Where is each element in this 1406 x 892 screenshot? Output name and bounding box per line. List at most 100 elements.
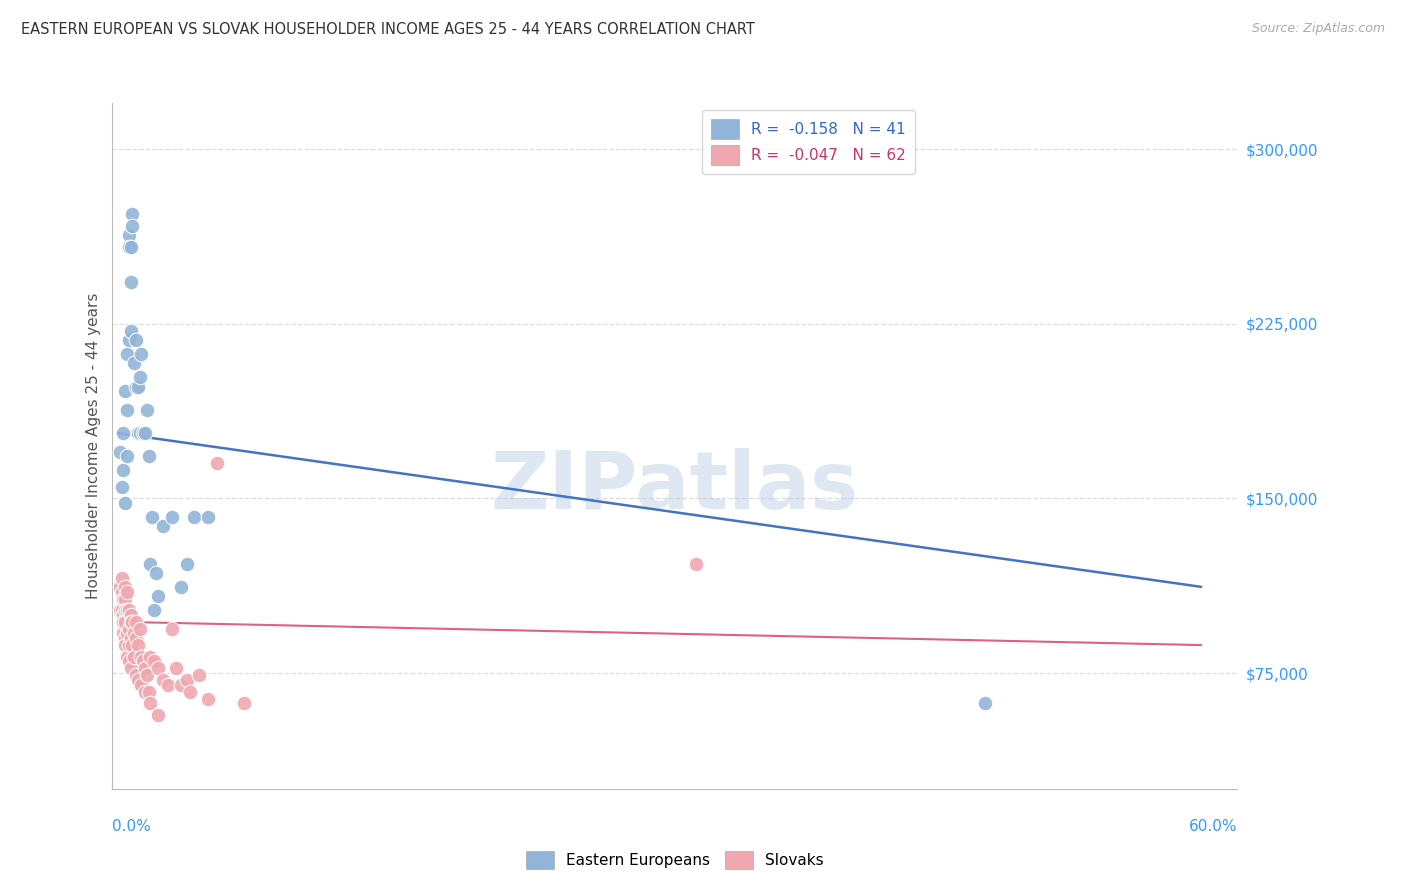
Point xyxy=(152,673,174,687)
Point xyxy=(115,450,138,464)
Text: 0.0%: 0.0% xyxy=(112,819,152,834)
Point xyxy=(170,678,193,692)
Legend: R =  -0.158   N = 41, R =  -0.047   N = 62: R = -0.158 N = 41, R = -0.047 N = 62 xyxy=(702,111,915,174)
Point xyxy=(132,426,155,441)
Point xyxy=(165,661,187,675)
Point xyxy=(160,622,183,636)
Text: ZIPatlas: ZIPatlas xyxy=(491,448,859,526)
Point xyxy=(145,566,167,580)
Point xyxy=(115,584,138,599)
Point xyxy=(125,631,148,645)
Point xyxy=(131,678,153,692)
Text: 60.0%: 60.0% xyxy=(1189,819,1237,834)
Point xyxy=(110,584,132,599)
Point xyxy=(108,603,131,617)
Point xyxy=(128,622,150,636)
Point xyxy=(176,557,198,571)
Point xyxy=(118,228,141,243)
Point xyxy=(685,557,707,571)
Point xyxy=(131,649,153,664)
Point xyxy=(115,347,138,361)
Point xyxy=(132,654,155,668)
Point xyxy=(157,678,180,692)
Point xyxy=(118,603,141,617)
Point xyxy=(146,707,169,722)
Point xyxy=(118,240,141,254)
Point xyxy=(110,570,132,584)
Point xyxy=(114,638,136,652)
Point xyxy=(135,668,157,682)
Point xyxy=(112,463,135,477)
Point xyxy=(112,426,135,441)
Point xyxy=(120,240,142,254)
Point xyxy=(139,649,162,664)
Point xyxy=(122,356,145,370)
Point xyxy=(120,615,142,629)
Point xyxy=(128,370,150,384)
Point xyxy=(179,684,201,698)
Point xyxy=(121,219,143,233)
Point xyxy=(120,631,142,645)
Point xyxy=(127,673,149,687)
Point xyxy=(114,580,136,594)
Point xyxy=(115,626,138,640)
Point xyxy=(114,496,136,510)
Point xyxy=(112,607,135,622)
Point xyxy=(139,696,162,710)
Text: Source: ZipAtlas.com: Source: ZipAtlas.com xyxy=(1251,22,1385,36)
Point xyxy=(112,615,135,629)
Point xyxy=(134,661,156,675)
Point xyxy=(183,510,205,524)
Point xyxy=(121,207,143,221)
Point xyxy=(115,603,138,617)
Point xyxy=(120,275,142,289)
Point xyxy=(120,607,142,622)
Point xyxy=(122,626,145,640)
Point xyxy=(114,631,136,645)
Point xyxy=(131,347,153,361)
Point xyxy=(118,654,141,668)
Point xyxy=(135,403,157,417)
Point xyxy=(114,591,136,606)
Point xyxy=(973,696,995,710)
Point xyxy=(197,510,219,524)
Point xyxy=(115,649,138,664)
Text: EASTERN EUROPEAN VS SLOVAK HOUSEHOLDER INCOME AGES 25 - 44 YEARS CORRELATION CHA: EASTERN EUROPEAN VS SLOVAK HOUSEHOLDER I… xyxy=(21,22,755,37)
Point xyxy=(108,445,131,459)
Point xyxy=(188,668,211,682)
Point xyxy=(118,638,141,652)
Point xyxy=(118,333,141,347)
Point xyxy=(146,589,169,603)
Point xyxy=(134,426,156,441)
Point xyxy=(115,403,138,417)
Point xyxy=(112,626,135,640)
Point xyxy=(139,557,162,571)
Point xyxy=(205,457,228,471)
Point xyxy=(118,622,141,636)
Point xyxy=(233,696,256,710)
Point xyxy=(120,324,142,338)
Point xyxy=(114,384,136,399)
Point xyxy=(170,580,193,594)
Point xyxy=(127,426,149,441)
Legend: Eastern Europeans, Slovaks: Eastern Europeans, Slovaks xyxy=(520,845,830,875)
Point xyxy=(125,668,148,682)
Point xyxy=(125,615,148,629)
Point xyxy=(141,510,163,524)
Point xyxy=(122,649,145,664)
Point xyxy=(197,691,219,706)
Point xyxy=(120,661,142,675)
Point xyxy=(114,603,136,617)
Point xyxy=(134,684,156,698)
Point xyxy=(110,615,132,629)
Point xyxy=(152,519,174,533)
Point xyxy=(146,661,169,675)
Point xyxy=(110,603,132,617)
Point xyxy=(125,379,148,393)
Point xyxy=(128,426,150,441)
Point xyxy=(143,603,166,617)
Point xyxy=(127,379,149,393)
Point xyxy=(176,673,198,687)
Point xyxy=(121,638,143,652)
Point xyxy=(138,684,160,698)
